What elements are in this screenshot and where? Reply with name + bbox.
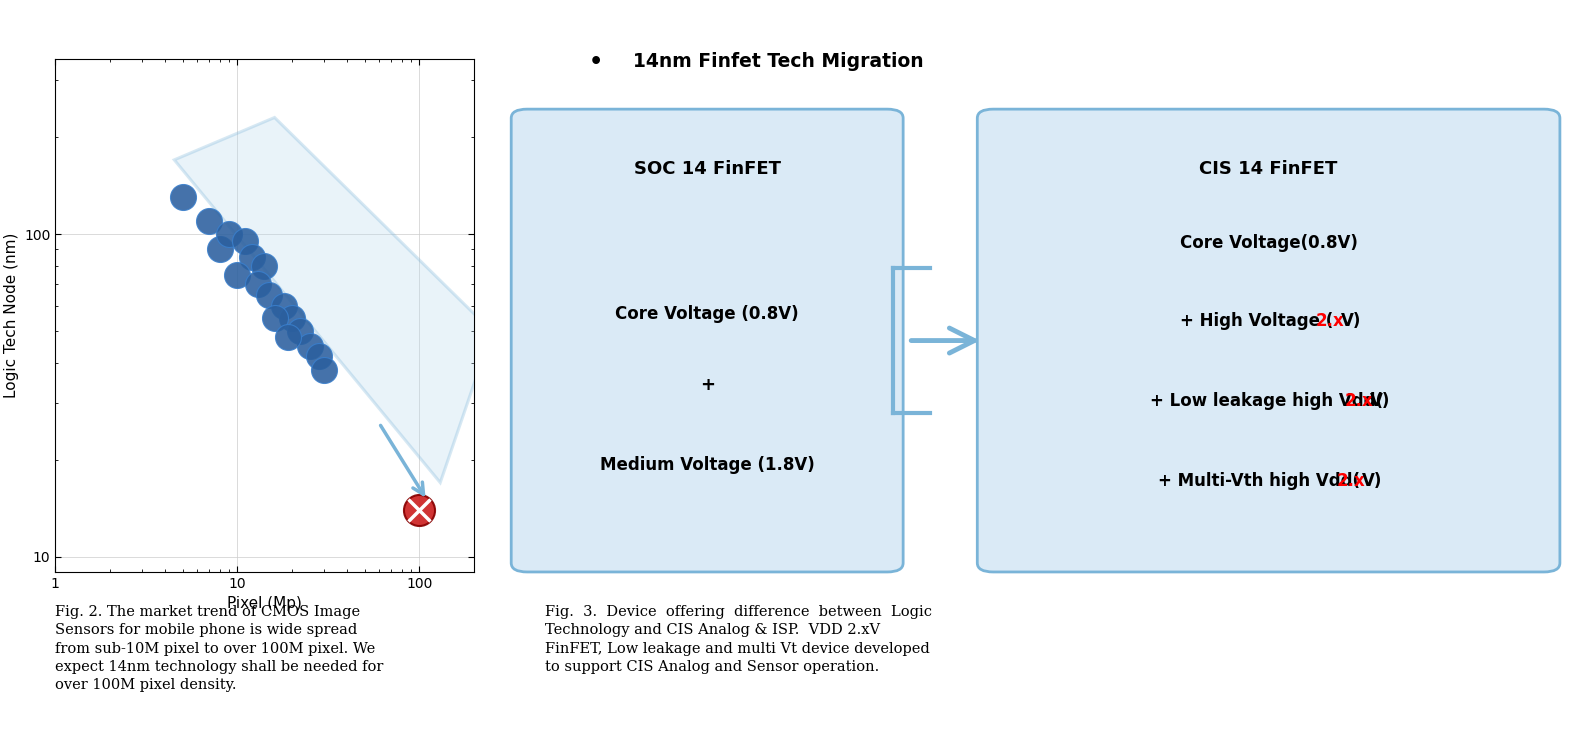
Point — [217, 229, 242, 240]
Point — [251, 259, 277, 271]
Point — [225, 269, 250, 281]
Text: Core Voltage(0.8V): Core Voltage(0.8V) — [1179, 234, 1358, 251]
Text: Core Voltage (0.8V): Core Voltage (0.8V) — [615, 305, 798, 323]
Text: 14nm Finfet Tech Migration: 14nm Finfet Tech Migration — [632, 52, 923, 71]
Text: 2.x: 2.x — [1345, 391, 1374, 410]
Point — [275, 331, 300, 343]
Point — [232, 235, 258, 247]
Text: 2.x: 2.x — [1336, 471, 1364, 490]
Point — [297, 340, 323, 352]
Point — [196, 215, 221, 226]
Text: + High Voltage (: + High Voltage ( — [1179, 312, 1333, 330]
Point — [288, 325, 313, 337]
Text: CIS 14 FinFET: CIS 14 FinFET — [1200, 161, 1338, 178]
Text: 2.x: 2.x — [1315, 312, 1344, 330]
Text: V): V) — [1361, 471, 1382, 490]
FancyBboxPatch shape — [511, 109, 903, 572]
Text: + Low leakage high Vdd(: + Low leakage high Vdd( — [1149, 391, 1383, 410]
Text: V): V) — [1371, 391, 1391, 410]
Point — [169, 191, 194, 203]
Point — [256, 289, 281, 301]
Text: SOC 14 FinFET: SOC 14 FinFET — [634, 161, 781, 178]
Text: Fig.  3.  Device  offering  difference  between  Logic
Technology and CIS Analog: Fig. 3. Device offering difference betwe… — [545, 605, 933, 674]
Text: Medium Voltage (1.8V): Medium Voltage (1.8V) — [599, 456, 814, 474]
Point — [311, 364, 337, 376]
Text: + Multi-Vth high Vdd(: + Multi-Vth high Vdd( — [1159, 471, 1360, 490]
Text: Fig. 2. The market trend of CMOS Image
Sensors for mobile phone is wide spread
f: Fig. 2. The market trend of CMOS Image S… — [55, 605, 384, 693]
X-axis label: Pixel (Mp): Pixel (Mp) — [228, 596, 302, 611]
Point — [280, 312, 305, 324]
Point — [406, 504, 432, 516]
FancyBboxPatch shape — [977, 109, 1560, 572]
Point — [272, 300, 297, 312]
Text: •: • — [588, 52, 602, 72]
Text: +: + — [700, 376, 715, 394]
Point — [406, 504, 432, 516]
Point — [245, 279, 270, 290]
Text: V): V) — [1341, 312, 1361, 330]
Y-axis label: Logic Tech Node (nm): Logic Tech Node (nm) — [3, 232, 19, 398]
Point — [307, 350, 332, 361]
Point — [207, 243, 232, 255]
Polygon shape — [174, 117, 492, 482]
Point — [262, 312, 288, 324]
Point — [239, 251, 264, 263]
